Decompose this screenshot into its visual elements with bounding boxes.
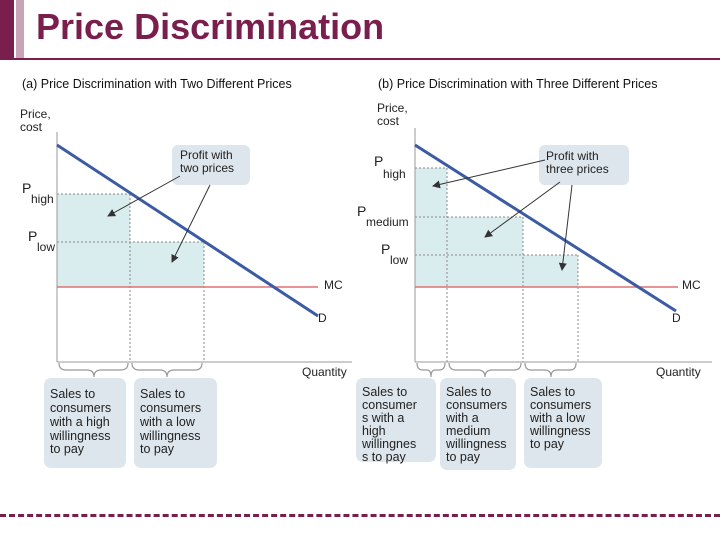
panel-b-sales-medium-line3: with a xyxy=(445,411,479,425)
panel-a-sales-high-line1: Sales to xyxy=(50,387,95,401)
panel-b-profit-label-line2: three prices xyxy=(546,162,609,176)
panel-b-sales-low-line3: with a low xyxy=(529,411,586,425)
panel-a-sales-high-line5: to pay xyxy=(50,442,85,456)
panel-a-phigh-sub: high xyxy=(31,192,54,206)
panel-a-sales-text-high: Sales to consumers with a high willingne… xyxy=(49,387,115,456)
panel-a-y-label-line1: Price, xyxy=(20,107,51,121)
panel-b-profit-region-high xyxy=(415,168,447,287)
panel-a-profit-label-box xyxy=(172,145,250,185)
panel-a-sales-low-line4: willingness xyxy=(139,429,200,443)
panel-b-y-label-line1: Price, xyxy=(377,101,408,115)
panel-b-sales-box-high xyxy=(356,378,436,462)
panel-a-plow-label: P xyxy=(28,228,37,244)
footer-divider xyxy=(0,514,720,517)
panel-b-sales-high-line5: willingnes xyxy=(361,437,416,451)
panel-b-profit-label-line1: Profit with xyxy=(546,149,599,163)
panel-a-sales-low-line3: with a low xyxy=(139,415,196,429)
panel-b-y-label-line2: cost xyxy=(377,114,400,128)
panel-b-d-label: D xyxy=(672,311,681,325)
panel-b-sales-high-line1: Sales to xyxy=(362,385,407,399)
brand-bar-light xyxy=(16,0,24,60)
panel-a-profit-label-line2: two prices xyxy=(180,161,234,175)
panel-a-sales-high-line2: consumers xyxy=(50,401,111,415)
panel-b-pmedium-label: P xyxy=(357,203,366,219)
panel-b-sales-low-line2: consumers xyxy=(530,398,591,412)
panel-a-y-label-line2: cost xyxy=(20,120,43,134)
panel-a-x-label: Quantity xyxy=(302,365,347,379)
panel-a-sales-low-line2: consumers xyxy=(140,401,201,415)
panel-a-profit-region-high xyxy=(57,194,130,287)
panel-b-sales-text-low: Sales to consumers with a low willingnes… xyxy=(529,385,595,451)
panel-a-profit-label-line1: Profit with xyxy=(180,148,233,162)
panel-b-brace-2 xyxy=(448,362,522,378)
panel-a-mc-label: MC xyxy=(324,278,343,292)
panel-b-sales-box-medium xyxy=(440,378,516,470)
panel-b-sales-medium-line5: willingness xyxy=(445,437,506,451)
panel-b-x-label: Quantity xyxy=(656,365,701,379)
panel-b-brace-1 xyxy=(416,362,446,378)
panel-b-phigh-label: P xyxy=(374,153,383,169)
panel-b-heading: (b) Price Discrimination with Three Diff… xyxy=(378,77,658,91)
panel-b-demand-line xyxy=(414,143,677,313)
panel-b-profit-arrow-2 xyxy=(484,181,561,238)
panel-a-profit-region-low xyxy=(130,242,204,287)
panel-b-profit-region-low xyxy=(523,255,578,287)
panel-a-sales-box-high xyxy=(44,378,126,468)
panel-a-sales-text-low: Sales to consumers with a low willingnes… xyxy=(139,387,205,456)
panel-b-sales-high-line4: high xyxy=(362,424,386,438)
panel-b-sales-low-line1: Sales to xyxy=(530,385,575,399)
panel-b-profit-label-box xyxy=(539,145,629,185)
panel-a-sales-box-low xyxy=(134,378,217,468)
panel-b-profit-arrow-3 xyxy=(558,184,573,271)
panel-b-sales-medium-line2: consumers xyxy=(446,398,507,412)
panel-a-sales-low-line5: to pay xyxy=(140,442,175,456)
panel-b-sales-medium-line6: to pay xyxy=(446,450,481,464)
panel-b-sales-box-low xyxy=(524,378,602,468)
panel-a-heading: (a) Price Discrimination with Two Differ… xyxy=(22,77,292,91)
panel-b-mc-label: MC xyxy=(682,278,701,292)
panel-a-sales-high-line4: willingness xyxy=(49,429,110,443)
panel-a-sales-high-line3: with a high xyxy=(49,415,110,429)
page-title: Price Discrimination xyxy=(36,6,385,47)
panel-b-plow-sub: low xyxy=(390,253,408,267)
panel-a-phigh-label: P xyxy=(22,180,31,196)
panel-a-brace-2 xyxy=(131,362,203,378)
panel-b-brace-3 xyxy=(524,362,577,378)
panel-b-sales-low-line5: to pay xyxy=(530,437,565,451)
panel-a-profit-arrow-2 xyxy=(171,184,211,263)
panel-b-sales-medium-line1: Sales to xyxy=(446,385,491,399)
panel-b-sales-high-line6: s to pay xyxy=(362,450,407,464)
panel-b-sales-high-line3: s with a xyxy=(362,411,404,425)
panel-b-profit-region-medium xyxy=(447,217,523,287)
panel-b-pmedium-sub: medium xyxy=(366,215,409,229)
panel-a-brace-1 xyxy=(58,362,129,378)
panel-a-d-label: D xyxy=(318,311,327,325)
panel-b-plow-label: P xyxy=(381,241,390,257)
panel-a-plow-sub: low xyxy=(37,240,55,254)
panel-b-sales-high-line2: consumer xyxy=(362,398,417,412)
panel-a-sales-low-line1: Sales to xyxy=(140,387,185,401)
brand-bar-dark xyxy=(0,0,14,60)
panel-b-sales-text-high: Sales to consumer s with a high willingn… xyxy=(361,385,420,464)
title-divider xyxy=(14,58,720,60)
panel-b-sales-low-line4: willingness xyxy=(529,424,590,438)
panel-b-phigh-sub: high xyxy=(383,167,406,181)
panel-a-profit-arrow-1 xyxy=(107,175,181,217)
panel-b-sales-text-medium: Sales to consumers with a medium willing… xyxy=(445,385,511,464)
panel-b-profit-arrow-1 xyxy=(432,159,546,189)
panel-b-sales-medium-line4: medium xyxy=(446,424,490,438)
